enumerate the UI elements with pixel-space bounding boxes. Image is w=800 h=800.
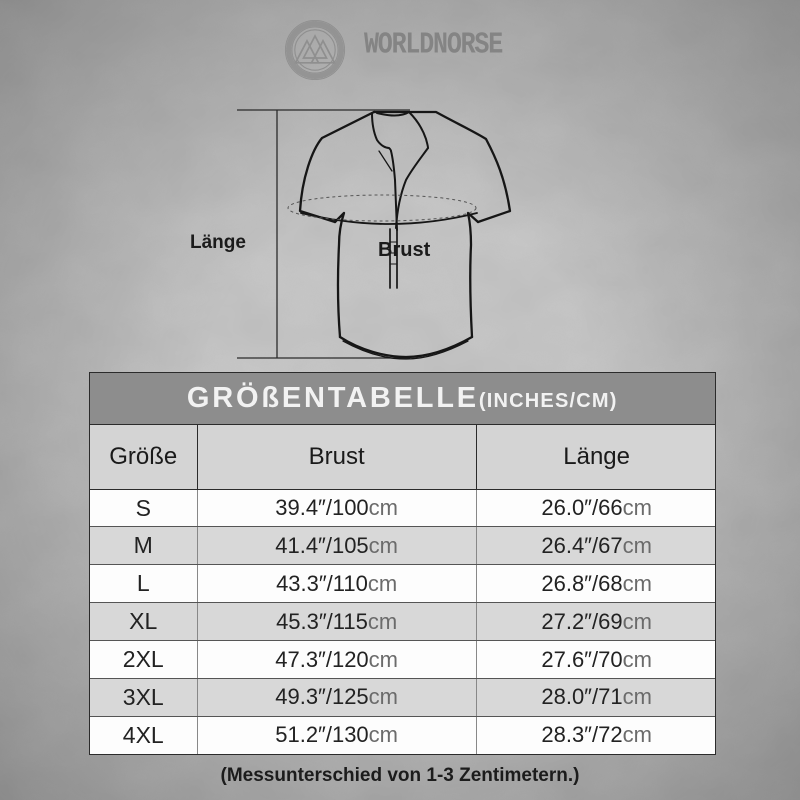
svg-text:Brust: Brust — [378, 239, 431, 261]
svg-text:Länge: Länge — [190, 232, 246, 253]
